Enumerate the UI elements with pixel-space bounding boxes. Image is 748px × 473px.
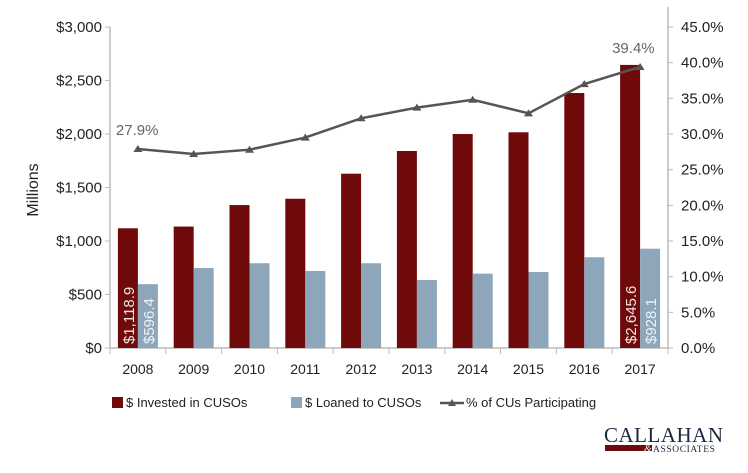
y-tick-label: $0: [85, 340, 102, 357]
x-tick-label: 2008: [122, 361, 153, 377]
bar-loaned-2010: [249, 263, 270, 348]
marker-2013: [412, 103, 422, 111]
y2-tick-label: 15.0%: [681, 233, 724, 250]
marker-2016: [579, 80, 589, 88]
marker-2009: [189, 149, 199, 157]
x-tick-label: 2015: [513, 361, 544, 377]
marker-2014: [468, 95, 478, 103]
x-tick-label: 2017: [625, 361, 656, 377]
logo-bar: [605, 445, 652, 451]
legend-label-percent: % of CUs Participating: [466, 395, 596, 410]
line-percent-participating: [137, 65, 641, 156]
x-tick-label: 2013: [401, 361, 432, 377]
bar-invested-2012: [341, 173, 362, 348]
logo-name: CALLAHAN: [604, 423, 724, 447]
marker-2008: [133, 144, 143, 152]
legend-label-invested: $ Invested in CUSOs: [126, 395, 248, 410]
y-tick-label: $1,000: [56, 233, 102, 250]
bar-loaned-2012: [361, 263, 382, 348]
y2-tick-label: 20.0%: [681, 197, 724, 214]
bar-loaned-2014: [472, 273, 493, 348]
y2-tick-label: 30.0%: [681, 126, 724, 143]
bar-invested-2015: [508, 132, 529, 348]
y2-tick-label: 35.0%: [681, 90, 724, 107]
bar-invested-2017: [620, 64, 641, 348]
bar-loaned-2011: [305, 270, 326, 348]
bar-loaned-2017: [640, 248, 661, 348]
x-tick-label: 2014: [457, 361, 488, 377]
y-axis-title: Millions: [25, 163, 42, 216]
x-tick-label: 2016: [569, 361, 600, 377]
callahan-logo: CALLAHAN & ASSOCIATES: [604, 423, 724, 455]
bar-invested-2013: [396, 151, 417, 348]
data-label-loaned-2017: $928.1: [643, 298, 660, 344]
y2-tick-label: 25.0%: [681, 162, 724, 179]
bar-invested-2010: [229, 205, 250, 348]
bar-loaned-2016: [584, 257, 605, 348]
x-tick-label: 2012: [346, 361, 377, 377]
y2-tick-label: 10.0%: [681, 269, 724, 286]
y-tick-label: $3,000: [56, 19, 102, 36]
y-tick-label: $2,500: [56, 73, 102, 90]
bar-invested-2014: [452, 134, 473, 348]
marker-2012: [356, 114, 366, 122]
data-label-invested-2017: $2,645.6: [623, 286, 640, 344]
logo-amp: &: [644, 444, 652, 455]
y-tick-label: $1,500: [56, 180, 102, 197]
x-tick-label: 2010: [234, 361, 265, 377]
y-tick-label: $2,000: [56, 126, 102, 143]
marker-2010: [245, 145, 254, 153]
legend-label-loaned: $ Loaned to CUSOs: [305, 395, 422, 410]
y2-tick-label: 0.0%: [681, 340, 715, 357]
marker-2017: [635, 62, 645, 70]
bar-loaned-2015: [528, 272, 549, 348]
y2-tick-label: 5.0%: [681, 304, 715, 321]
bar-invested-2011: [285, 198, 306, 348]
marker-2015: [524, 109, 533, 117]
bar-loaned-2013: [416, 279, 437, 348]
y2-tick-label: 40.0%: [681, 55, 724, 72]
bar-invested-2008: [117, 228, 138, 348]
bar-loaned-2009: [193, 267, 214, 348]
data-label-pct-2017: 39.4%: [612, 40, 655, 57]
legend: $ Invested in CUSOs $ Loaned to CUSOs % …: [112, 395, 596, 410]
y-tick-label: $500: [69, 287, 102, 304]
x-tick-label: 2009: [178, 361, 209, 377]
x-tick-label: 2011: [290, 361, 320, 377]
data-label-loaned-2008: $596.4: [141, 298, 158, 344]
legend-swatch-invested: [112, 397, 123, 408]
bar-invested-2016: [564, 93, 585, 348]
data-label-pct-2008: 27.9%: [116, 122, 159, 139]
y2-tick-label: 45.0%: [681, 19, 724, 36]
bar-invested-2009: [173, 226, 194, 348]
legend-swatch-loaned: [291, 397, 302, 408]
marker-2011: [300, 133, 310, 141]
data-label-invested-2008: $1,118.9: [121, 287, 138, 344]
legend-marker-triangle: [448, 399, 456, 406]
bar-loaned-2008: [137, 284, 158, 348]
logo-sub: ASSOCIATES: [653, 445, 716, 455]
